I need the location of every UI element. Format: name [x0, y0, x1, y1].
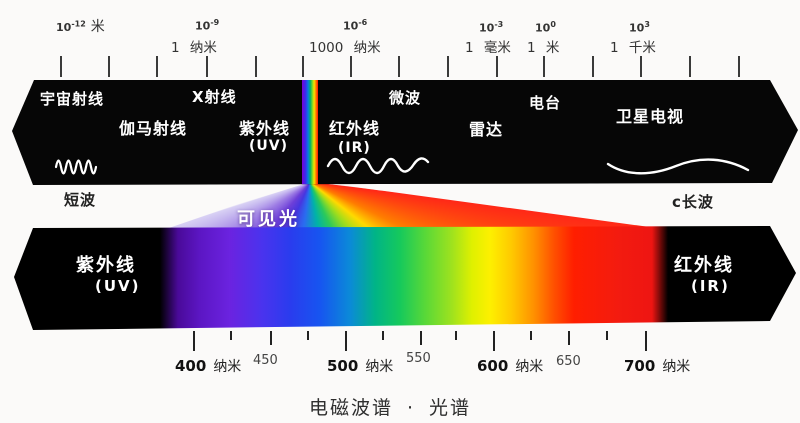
label-radio: 电台 [529, 94, 562, 112]
bottom-scale-tick [568, 331, 570, 345]
bottom-scale-tick [382, 331, 384, 340]
power-10-minus-12: 10-12 米 [56, 19, 105, 35]
top-scale-tick [350, 56, 352, 77]
bottom-scale-label-400: 400 纳米 [175, 357, 242, 375]
bottom-scale-label-700: 700 纳米 [624, 357, 691, 375]
shortwave-squiggle-icon [54, 159, 98, 175]
visible-light-label: 可见光 [237, 209, 300, 230]
top-scale-tick [108, 56, 110, 77]
top-scale-tick [156, 56, 158, 77]
bottom-scale-label-550: 550 [406, 351, 431, 366]
bottom-scale-label-500: 500 纳米 [327, 357, 394, 375]
bottom-scale-tick [270, 331, 272, 345]
bottom-scale-label-650: 650 [556, 354, 581, 369]
short-wave-label: 短波 [64, 191, 97, 209]
power-10-minus-6: 10-6 [343, 18, 368, 33]
bottom-scale-tick [530, 331, 532, 340]
bottom-scale-tick [645, 331, 647, 351]
top-scale-tick [398, 56, 400, 77]
unit-1-nm: 1 纳米 [171, 40, 217, 56]
unit-1-km: 1 千米 [610, 40, 656, 56]
top-scale-tick [592, 56, 594, 77]
bottom-scale-tick [193, 331, 195, 351]
long-wave-label: c长波 [672, 193, 714, 211]
bottom-scale-tick [493, 331, 495, 351]
power-10-minus-3: 10-3 [479, 20, 504, 35]
top-scale-tick [255, 56, 257, 77]
uv-label: 紫外线 [76, 255, 136, 276]
top-scale-tick [496, 56, 498, 77]
label-ultraviolet: 紫外线 [239, 119, 291, 138]
label-gamma-rays: 伽马射线 [119, 119, 188, 138]
top-scale-tick [738, 56, 740, 77]
unit-1000-nm: 1000 纳米 [309, 40, 381, 56]
visible-light-strip [302, 80, 318, 185]
top-scale-tick [206, 56, 208, 77]
label-radar: 雷达 [469, 120, 504, 139]
top-scale-tick [543, 56, 545, 77]
power-10-3: 103 [629, 20, 650, 35]
unit-1-m: 1 米 [527, 40, 560, 56]
label-infrared: 红外线 [329, 119, 381, 138]
diagram-caption: 电磁波谱 · 光谱 [308, 397, 472, 419]
top-scale-tick [689, 56, 691, 77]
ir-abbr-label: (IR) [691, 277, 730, 295]
label-x-rays: X射线 [192, 88, 237, 106]
label-infrared-abbr: (IR) [338, 140, 371, 156]
top-scale-tick [640, 56, 642, 77]
label-cosmic-rays: 宇宙射线 [40, 90, 105, 108]
unit-1-mm: 1 毫米 [465, 40, 511, 56]
ir-wave-icon [326, 157, 430, 175]
bottom-scale-label-600: 600 纳米 [477, 357, 544, 375]
label-satellite-tv: 卫星电视 [616, 107, 685, 126]
bottom-scale-tick [420, 331, 422, 345]
longwave-wave-icon [606, 158, 750, 175]
top-scale-tick [447, 56, 449, 77]
bottom-scale-label-450: 450 [253, 353, 278, 368]
uv-abbr-label: (UV) [95, 277, 141, 295]
bottom-scale-tick [455, 331, 457, 340]
bottom-scale-tick [345, 331, 347, 351]
power-10-0: 100 [535, 20, 556, 35]
bottom-scale-tick [307, 331, 309, 340]
bottom-scale-tick [606, 331, 608, 340]
power-10-minus-9: 10-9 [195, 18, 220, 33]
top-scale-tick [302, 56, 304, 77]
label-microwave: 微波 [389, 89, 422, 107]
label-ultraviolet-abbr: (UV) [249, 138, 288, 154]
ir-label: 红外线 [674, 255, 734, 276]
bottom-scale-tick [230, 331, 232, 340]
top-scale-tick [60, 56, 62, 77]
